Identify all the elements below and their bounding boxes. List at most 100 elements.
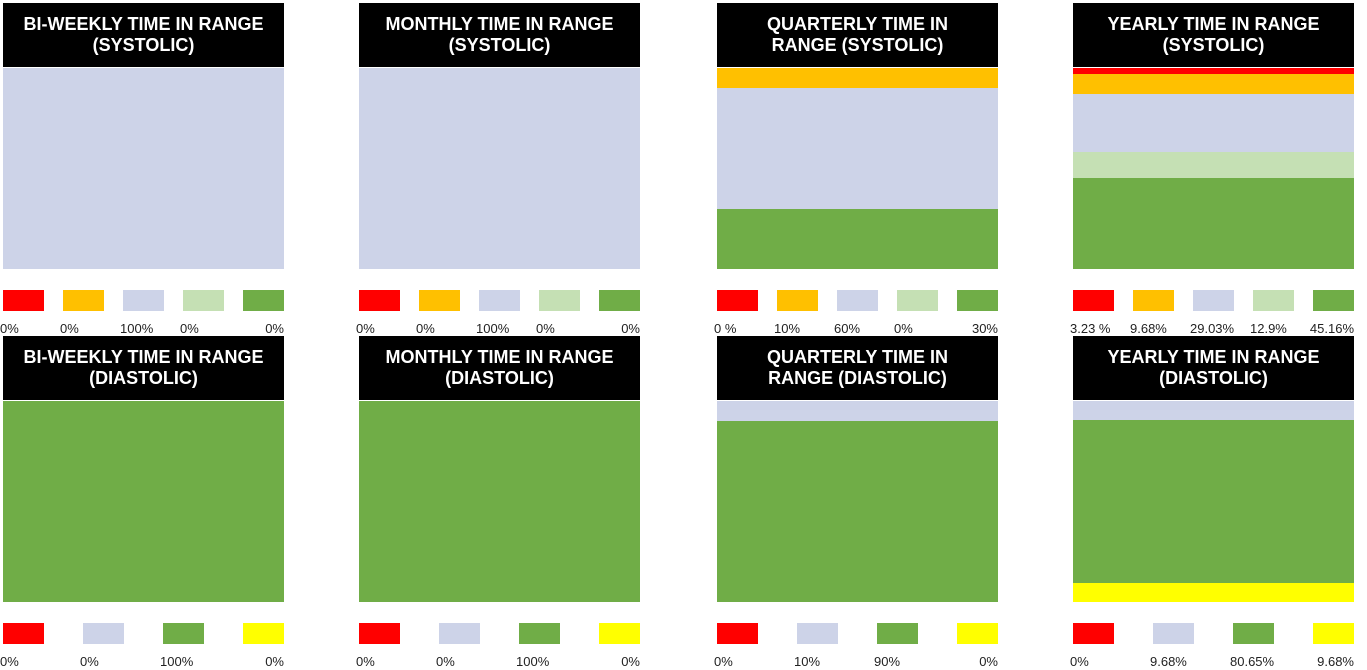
legend-percent-label: 0% (265, 654, 284, 669)
legend-swatch-lavender (1193, 290, 1234, 311)
legend-swatch-yellow (599, 623, 640, 644)
legend-swatch-orange (63, 290, 104, 311)
bar-segment-green (1073, 178, 1354, 269)
bar-segment-green (3, 401, 284, 602)
legend-swatch-green (519, 623, 560, 644)
bar-segment-green (717, 208, 998, 269)
chart-title-text: QUARTERLY TIME IN RANGE (SYSTOLIC) (766, 14, 949, 55)
legend-swatch-lavender (837, 290, 878, 311)
bar-segment-lavender (3, 68, 284, 269)
legend-swatch-red (359, 623, 400, 644)
legend-swatch-green (877, 623, 918, 644)
legend-swatch-green (163, 623, 204, 644)
bar-segment-lavender (1073, 93, 1354, 153)
stacked-bar (1073, 401, 1354, 602)
chart-title: BI-WEEKLY TIME IN RANGE (SYSTOLIC) (3, 3, 284, 67)
chart-title: MONTHLY TIME IN RANGE (SYSTOLIC) (359, 3, 640, 67)
legend-percent-label: 29.03% (1190, 321, 1235, 336)
chart-title-text: YEARLY TIME IN RANGE (DIASTOLIC) (1107, 347, 1320, 388)
legend-swatch-lavender (439, 623, 480, 644)
bar-segment-lavender (359, 68, 640, 269)
legend-swatch-lavender (83, 623, 124, 644)
legend-swatch-green (599, 290, 640, 311)
legend-swatch-green (1233, 623, 1274, 644)
legend-percent-label: 9.68% (1317, 654, 1354, 669)
legend-swatch-lightgreen (1253, 290, 1294, 311)
bar-segment-yellow (1073, 582, 1354, 602)
bar-segment-lavender (717, 88, 998, 209)
chart-title-text: QUARTERLY TIME IN RANGE (DIASTOLIC) (766, 347, 949, 388)
legend-percent-label: 0% (0, 654, 19, 669)
legend-swatch-lavender (479, 290, 520, 311)
bar-segment-red (1073, 68, 1354, 75)
stacked-bar (3, 68, 284, 269)
legend-swatch-lightgreen (183, 290, 224, 311)
bar-segment-lavender (717, 401, 998, 422)
chart-title-text: BI-WEEKLY TIME IN RANGE (SYSTOLIC) (23, 14, 264, 55)
chart-title: YEARLY TIME IN RANGE (DIASTOLIC) (1073, 336, 1354, 400)
legend-swatch-red (717, 290, 758, 311)
legend-swatch-lightgreen (539, 290, 580, 311)
legend-percent-label: 80.65% (1230, 654, 1275, 669)
legend-swatch-red (359, 290, 400, 311)
legend-swatch-red (3, 290, 44, 311)
legend-percent-label: 100% (516, 654, 550, 669)
chart-title-text: MONTHLY TIME IN RANGE (DIASTOLIC) (385, 347, 614, 388)
legend-percent-label: 30% (971, 321, 998, 336)
bar-segment-green (717, 421, 998, 602)
legend-percent-label: 0% (894, 321, 913, 336)
legend-swatch-lightgreen (897, 290, 938, 311)
chart-title-text: YEARLY TIME IN RANGE (SYSTOLIC) (1107, 14, 1320, 55)
legend-percent-label: 90% (874, 654, 901, 669)
legend-percent-label: 0% (416, 321, 435, 336)
stacked-bar (717, 401, 998, 602)
legend-percent-label: 0% (979, 654, 998, 669)
bar-segment-orange (1073, 74, 1354, 94)
legend-swatch-orange (419, 290, 460, 311)
legend-percent-label: 0% (714, 654, 733, 669)
legend-percent-label: 0% (356, 654, 375, 669)
legend-percent-label: 0% (536, 321, 555, 336)
legend-percent-label: 3.23 % (1070, 321, 1111, 336)
legend-swatch-red (1073, 623, 1114, 644)
chart-title-text: BI-WEEKLY TIME IN RANGE (DIASTOLIC) (23, 347, 264, 388)
legend-swatch-yellow (1313, 623, 1354, 644)
legend-swatch-orange (1133, 290, 1174, 311)
legend-percent-label: 0% (0, 321, 19, 336)
legend-swatch-green (1313, 290, 1354, 311)
chart-title-text: MONTHLY TIME IN RANGE (SYSTOLIC) (385, 14, 614, 55)
stacked-bar (717, 68, 998, 269)
legend-swatch-green (243, 290, 284, 311)
legend-percent-label: 12.9% (1250, 321, 1287, 336)
chart-title: QUARTERLY TIME IN RANGE (DIASTOLIC) (717, 336, 998, 400)
legend-percent-label: 0% (60, 321, 79, 336)
legend-percent-label: 0% (621, 321, 640, 336)
chart-title: BI-WEEKLY TIME IN RANGE (DIASTOLIC) (3, 336, 284, 400)
legend-swatch-yellow (243, 623, 284, 644)
bar-segment-orange (717, 68, 998, 89)
legend-swatch-red (717, 623, 758, 644)
legend-swatch-lavender (123, 290, 164, 311)
legend-percent-label: 0% (180, 321, 199, 336)
legend-percent-label: 0% (80, 654, 99, 669)
chart-title: YEARLY TIME IN RANGE (SYSTOLIC) (1073, 3, 1354, 67)
bar-segment-green (1073, 420, 1354, 583)
legend-percent-label: 9.68% (1150, 654, 1187, 669)
legend-percent-label: 10% (774, 321, 801, 336)
legend-swatch-orange (777, 290, 818, 311)
legend-percent-label: 0% (436, 654, 455, 669)
legend-percent-label: 100% (160, 654, 194, 669)
bar-segment-green (359, 401, 640, 602)
legend-percent-label: 9.68% (1130, 321, 1167, 336)
legend-percent-label: 100% (120, 321, 154, 336)
chart-title: MONTHLY TIME IN RANGE (DIASTOLIC) (359, 336, 640, 400)
legend-percent-label: 10% (794, 654, 821, 669)
bar-segment-lavender (1073, 401, 1354, 421)
legend-percent-label: 0% (265, 321, 284, 336)
legend-percent-label: 60% (834, 321, 861, 336)
legend-percent-label: 0% (621, 654, 640, 669)
legend-percent-label: 100% (476, 321, 510, 336)
chart-title: QUARTERLY TIME IN RANGE (SYSTOLIC) (717, 3, 998, 67)
stacked-bar (359, 68, 640, 269)
stacked-bar (359, 401, 640, 602)
